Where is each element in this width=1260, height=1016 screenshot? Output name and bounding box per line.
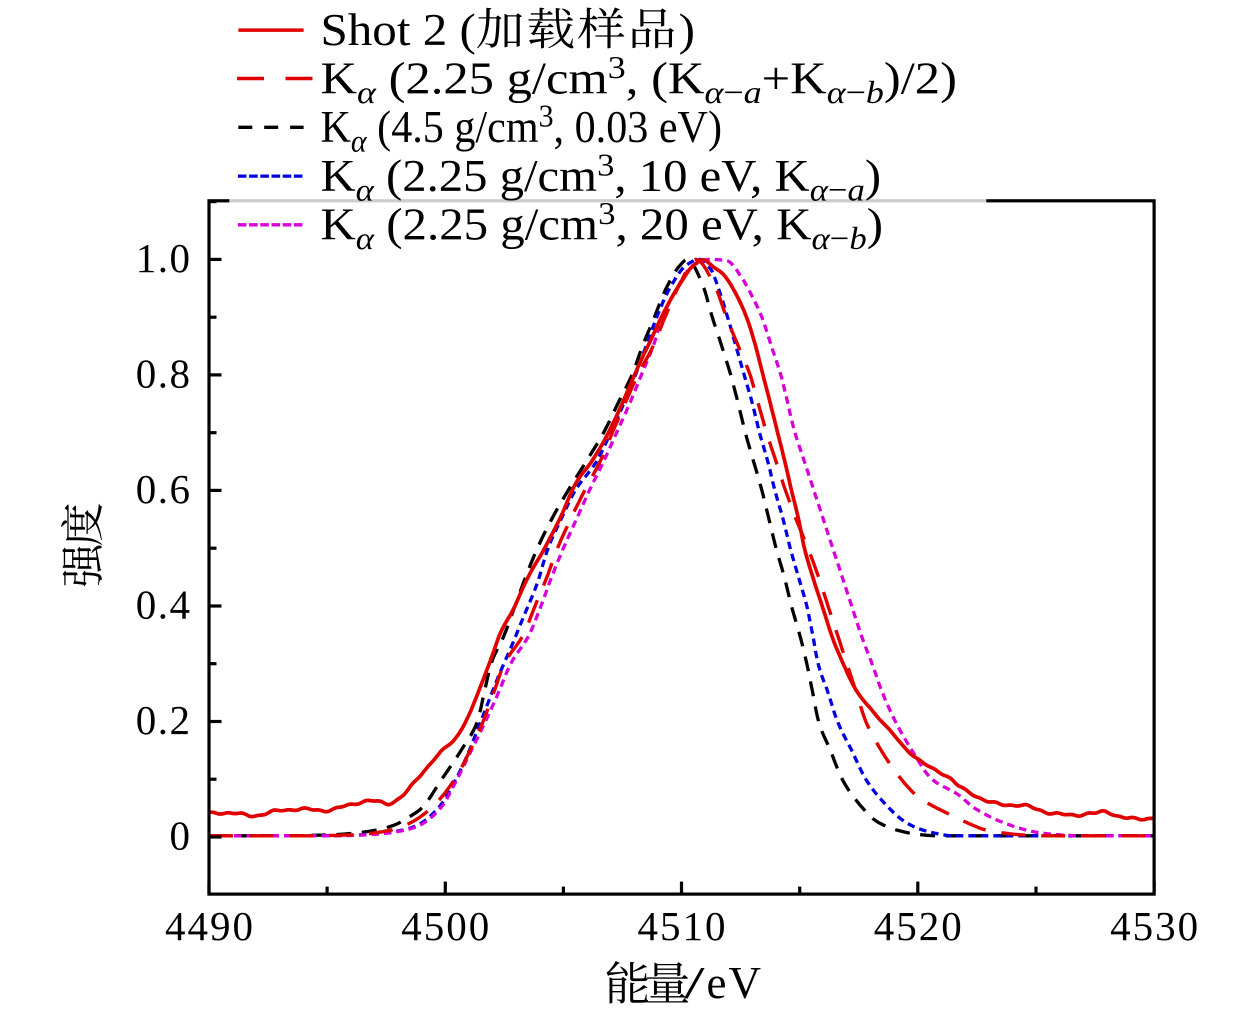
svg-text:α: α — [705, 76, 725, 111]
svg-text:): ) — [865, 152, 881, 202]
svg-text:Shot 2 (: Shot 2 ( — [321, 6, 476, 56]
svg-text:e: e — [707, 958, 727, 1008]
svg-text:−: − — [723, 76, 743, 111]
svg-text:α: α — [356, 173, 376, 209]
svg-text:, 10 eV, K: , 10 eV, K — [614, 152, 809, 202]
svg-text:α: α — [357, 76, 377, 111]
svg-text:): ) — [679, 6, 695, 56]
svg-text:α: α — [810, 173, 830, 209]
svg-text:V: V — [729, 958, 762, 1008]
svg-text:−: − — [830, 221, 850, 256]
svg-text:(2.25 g/cm: (2.25 g/cm — [376, 54, 608, 104]
svg-text:K: K — [320, 200, 355, 250]
svg-text:(2.25 g/cm: (2.25 g/cm — [374, 152, 597, 202]
svg-text:4490: 4490 — [165, 903, 255, 949]
svg-text:b: b — [849, 221, 866, 256]
svg-text:α: α — [351, 123, 367, 159]
svg-text:−: − — [828, 173, 848, 209]
svg-text:0.8: 0.8 — [136, 351, 192, 397]
svg-text:0: 0 — [170, 813, 192, 859]
svg-text:b: b — [866, 76, 884, 111]
svg-text:α: α — [827, 76, 847, 111]
svg-text:0.4: 0.4 — [136, 582, 192, 628]
svg-text:a: a — [848, 173, 865, 209]
svg-text:, (K: , (K — [626, 54, 705, 104]
svg-text:K: K — [321, 152, 356, 202]
svg-text:K: K — [321, 103, 352, 153]
svg-text:(2.25 g/cm: (2.25 g/cm — [374, 200, 598, 250]
svg-text:0.6: 0.6 — [136, 466, 192, 512]
svg-text:4510: 4510 — [638, 903, 728, 949]
svg-text:0.2: 0.2 — [136, 697, 192, 743]
svg-text:K: K — [321, 54, 358, 104]
svg-text:+K: +K — [762, 54, 828, 104]
svg-text:3: 3 — [608, 51, 626, 86]
svg-text:)/2): )/2) — [884, 54, 957, 104]
svg-text:): ) — [867, 200, 883, 250]
svg-text:a: a — [744, 76, 762, 111]
svg-text:4500: 4500 — [401, 903, 491, 949]
svg-text:/: / — [684, 958, 706, 1008]
svg-text:, 20 eV, K: , 20 eV, K — [615, 200, 811, 250]
svg-text:3: 3 — [598, 196, 615, 231]
svg-text:, 0.03 eV): , 0.03 eV) — [554, 103, 722, 153]
svg-text:3: 3 — [539, 98, 554, 134]
svg-text:4530: 4530 — [1110, 903, 1200, 949]
svg-text:α: α — [811, 221, 831, 256]
svg-text:(4.5 g/cm: (4.5 g/cm — [367, 103, 539, 153]
svg-text:1.0: 1.0 — [136, 235, 192, 281]
svg-text:−: − — [846, 76, 866, 111]
svg-text:4520: 4520 — [874, 903, 964, 949]
svg-text:3: 3 — [597, 148, 614, 184]
svg-text:α: α — [356, 221, 376, 256]
